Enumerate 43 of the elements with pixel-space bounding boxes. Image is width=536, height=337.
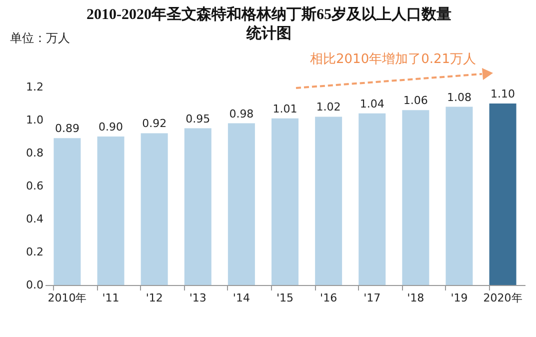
bar (489, 104, 516, 285)
x-tick-label: '11 (102, 292, 120, 304)
y-tick-label: 0.8 (26, 146, 44, 160)
chart-title: 2010-2020年圣文森特和格林纳丁斯65岁及以上人口数量统计图 (86, 6, 452, 44)
data-label: 1.06 (403, 94, 428, 108)
bar (402, 110, 430, 285)
x-tick-label: '17 (364, 292, 381, 304)
data-label: 0.92 (142, 117, 167, 130)
bar (446, 106, 473, 285)
bar (271, 118, 299, 285)
x-tick-label: '19 (450, 292, 468, 304)
y-tick-label: 1.2 (26, 80, 44, 94)
y-tick-label: 0.0 (26, 278, 44, 292)
bar (228, 123, 255, 285)
x-tick-label: '15 (276, 292, 294, 304)
data-label: 1.02 (316, 100, 341, 114)
data-label: 0.95 (186, 112, 210, 126)
bar (54, 138, 81, 285)
data-label: 1.04 (360, 97, 384, 110)
bar (140, 133, 168, 285)
data-label: 0.98 (229, 107, 254, 120)
data-label: 1.10 (490, 88, 516, 100)
bar (358, 113, 386, 285)
x-tick-label: 2020年 (483, 292, 522, 304)
data-label: 0.90 (98, 120, 124, 134)
y-tick-label: 0.2 (26, 246, 44, 258)
y-tick-label: 1.0 (26, 114, 44, 126)
bar (184, 128, 212, 285)
x-tick-label: '14 (232, 292, 250, 304)
data-label: 1.01 (272, 102, 298, 116)
y-axis-title: 单位：万人 (10, 31, 70, 45)
bar (315, 116, 342, 285)
data-label: 0.89 (54, 122, 80, 136)
x-tick-label: '16 (320, 292, 338, 304)
x-tick-label: '18 (407, 292, 424, 304)
y-tick-label: 0.4 (26, 212, 44, 226)
bar (97, 136, 124, 285)
x-tick-label: '12 (146, 292, 163, 304)
x-tick-label: 2010年 (48, 292, 87, 304)
data-label: 1.08 (446, 90, 472, 104)
x-tick-label: '13 (189, 292, 206, 304)
text: 相比2010年增加了0.21万人 (310, 51, 476, 68)
y-tick-label: 0.6 (26, 180, 44, 192)
